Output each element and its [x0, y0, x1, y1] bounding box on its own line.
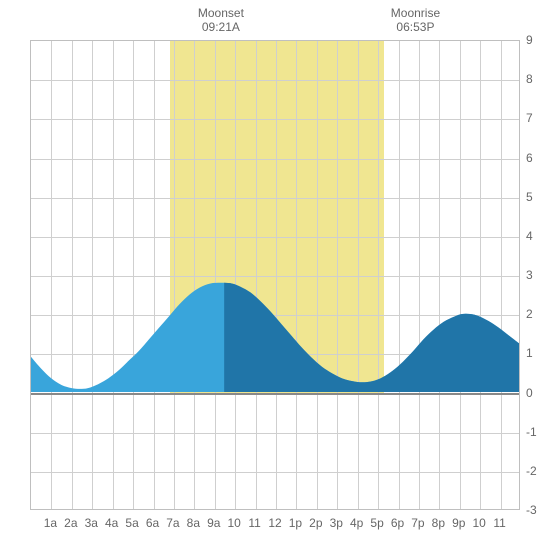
x-tick-label: 9p	[452, 516, 465, 530]
y-tick-label: -1	[526, 425, 550, 439]
plot-area	[30, 40, 520, 510]
x-tick-label: 7p	[411, 516, 424, 530]
zero-line	[31, 393, 519, 395]
x-tick-label: 2a	[64, 516, 77, 530]
x-tick-label: 3p	[330, 516, 343, 530]
event-time: 09:21A	[202, 20, 240, 34]
x-tick-label: 10	[472, 516, 485, 530]
y-tick-label: 2	[526, 307, 550, 321]
x-tick-label: 6p	[391, 516, 404, 530]
y-tick-label: 1	[526, 346, 550, 360]
x-tick-label: 4a	[105, 516, 118, 530]
y-tick-label: 7	[526, 111, 550, 125]
x-tick-label: 1a	[44, 516, 57, 530]
y-tick-label: 3	[526, 268, 550, 282]
x-tick-label: 9a	[207, 516, 220, 530]
x-tick-label: 4p	[350, 516, 363, 530]
tide-chart: -3-2-101234567891a2a3a4a5a6a7a8a9a101112…	[0, 0, 550, 550]
y-tick-label: 4	[526, 229, 550, 243]
y-tick-label: -3	[526, 503, 550, 517]
tide-area-shadow	[31, 41, 519, 509]
y-tick-label: 5	[526, 190, 550, 204]
x-tick-label: 3a	[85, 516, 98, 530]
event-label: Moonrise06:53P	[391, 6, 440, 35]
y-tick-label: -2	[526, 464, 550, 478]
x-tick-label: 10	[227, 516, 240, 530]
x-tick-label: 5p	[370, 516, 383, 530]
x-tick-label: 8p	[432, 516, 445, 530]
x-tick-label: 11	[248, 516, 260, 530]
x-tick-label: 1p	[289, 516, 302, 530]
event-label: Moonset09:21A	[198, 6, 244, 35]
x-tick-label: 2p	[309, 516, 322, 530]
x-tick-label: 11	[493, 516, 505, 530]
y-tick-label: 9	[526, 33, 550, 47]
y-tick-label: 0	[526, 386, 550, 400]
x-tick-label: 5a	[125, 516, 138, 530]
x-tick-label: 7a	[166, 516, 179, 530]
event-time: 06:53P	[396, 20, 434, 34]
x-tick-label: 12	[268, 516, 281, 530]
event-title: Moonrise	[391, 6, 440, 20]
x-tick-label: 6a	[146, 516, 159, 530]
x-tick-label: 8a	[187, 516, 200, 530]
event-title: Moonset	[198, 6, 244, 20]
y-tick-label: 8	[526, 72, 550, 86]
y-tick-label: 6	[526, 151, 550, 165]
